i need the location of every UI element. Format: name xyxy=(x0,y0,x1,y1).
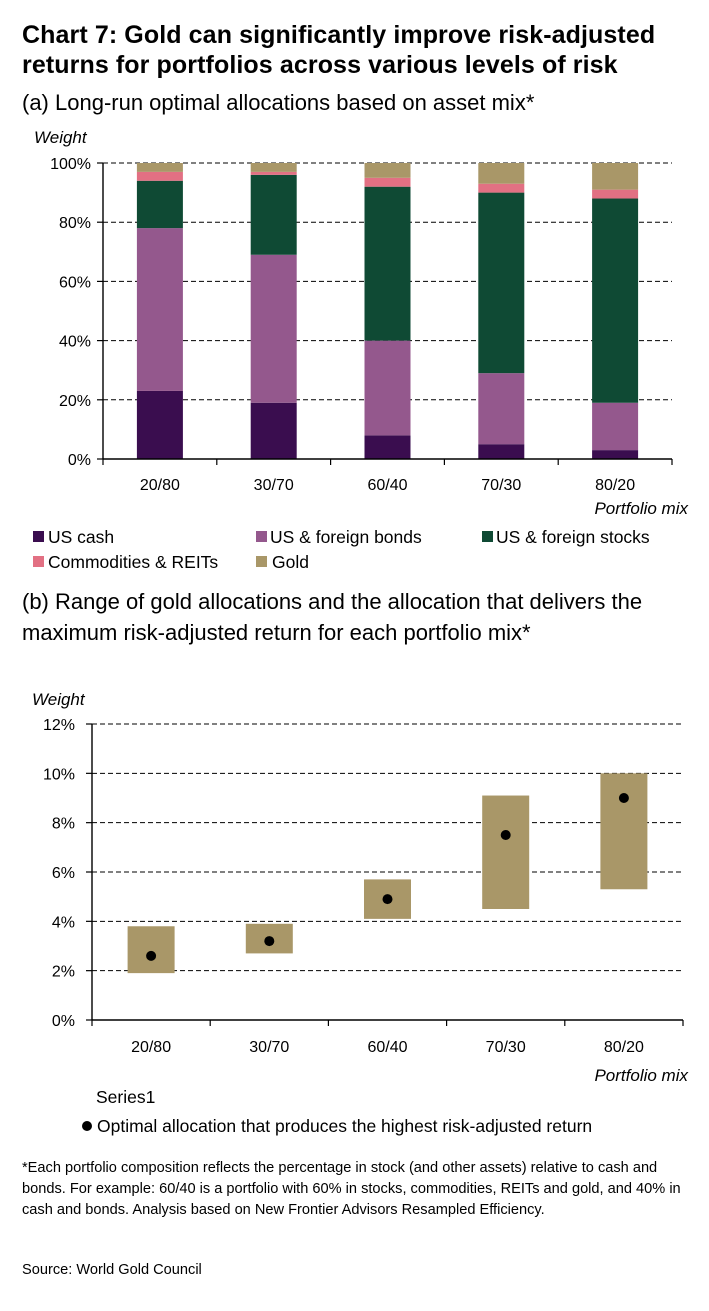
legend-label-stocks: US & foreign stocks xyxy=(496,527,650,547)
bar-gold xyxy=(478,163,525,184)
optimal-allocation-dot xyxy=(146,950,157,961)
gold-range-box xyxy=(127,926,175,974)
chart-title: Chart 7: Gold can significantly improve … xyxy=(22,21,656,79)
bar-bonds xyxy=(250,254,297,403)
chart-a-xtick-label: 30/70 xyxy=(254,477,294,494)
source-note: Source: World Gold Council xyxy=(22,1262,202,1278)
chart-a-xtick-label: 80/20 xyxy=(595,477,635,494)
legend-label-commodities: Commodities & REITs xyxy=(48,552,218,572)
chart-a-xtick-label: 20/80 xyxy=(140,477,180,494)
chart-b-ytick-label: 0% xyxy=(52,1013,75,1030)
bar-bonds xyxy=(364,340,411,436)
bar-bonds xyxy=(136,228,183,391)
optimal-allocation-dot xyxy=(618,793,629,803)
bar-bonds xyxy=(592,402,639,451)
bar-commodities xyxy=(136,171,183,181)
legend-label-series1: Series1 xyxy=(96,1087,155,1107)
chart-b-ytick-label: 10% xyxy=(43,766,75,783)
chart-b-subtitle: (b) Range of gold allocations and the al… xyxy=(22,589,643,645)
bar-us-cash xyxy=(136,390,183,459)
chart-a-ytick-label: 20% xyxy=(59,393,91,410)
legend-optimal-dot xyxy=(82,1121,92,1131)
optimal-allocation-dot xyxy=(500,830,511,840)
chart-b-xtick-label: 60/40 xyxy=(367,1039,407,1056)
legend-swatch-gold xyxy=(256,556,267,567)
chart-b-xtick-label: 30/70 xyxy=(249,1039,289,1056)
bar-bonds xyxy=(478,373,525,445)
chart-b-ytick-label: 6% xyxy=(52,865,75,882)
chart-b-ytick-label: 12% xyxy=(43,717,75,734)
bar-gold xyxy=(364,163,411,178)
legend-label-us-cash: US cash xyxy=(48,527,114,547)
bar-commodities xyxy=(592,189,639,199)
chart-a-ylabel: Weight xyxy=(34,128,88,147)
chart-b-xtick-label: 20/80 xyxy=(131,1039,171,1056)
bar-stocks xyxy=(136,180,183,229)
optimal-allocation-dot xyxy=(264,936,275,947)
chart-a-ytick-label: 100% xyxy=(50,156,91,173)
bar-us-cash xyxy=(478,444,525,459)
chart-a-subtitle: (a) Long-run optimal allocations based o… xyxy=(22,90,535,115)
bar-commodities xyxy=(478,183,525,193)
legend-swatch-us-cash xyxy=(33,531,44,542)
bar-stocks xyxy=(250,174,297,255)
optimal-allocation-dot xyxy=(382,894,393,905)
chart-a-ytick-label: 60% xyxy=(59,274,91,291)
legend-label-optimal: Optimal allocation that produces the hig… xyxy=(97,1116,592,1136)
chart-b-legend: Series1 Optimal allocation that produces… xyxy=(82,1087,592,1136)
chart-a-ytick-label: 40% xyxy=(59,334,91,351)
bar-stocks xyxy=(592,198,639,403)
gold-range-box xyxy=(482,795,530,909)
chart-a-ytick-label: 0% xyxy=(68,452,91,469)
chart-b-ytick-label: 4% xyxy=(52,914,75,931)
chart-a-xtick-label: 70/30 xyxy=(481,477,521,494)
chart-a: Weight 0% 20% 40% 60% 80% 100% 20/80 30/70 60/40… xyxy=(33,128,688,572)
footnote: *Each portfolio composition reflects the… xyxy=(22,1160,681,1218)
bar-stocks xyxy=(478,192,525,374)
chart-a-xtick-label: 60/40 xyxy=(367,477,407,494)
bar-gold xyxy=(136,163,183,172)
bar-commodities xyxy=(250,171,297,175)
bar-us-cash xyxy=(250,402,297,459)
legend-label-bonds: US & foreign bonds xyxy=(270,527,422,547)
bar-gold xyxy=(250,163,297,172)
chart-a-xlabel: Portfolio mix xyxy=(594,499,688,518)
chart-b-ytick-label: 2% xyxy=(52,964,75,981)
bar-gold xyxy=(592,163,639,190)
chart-b-xtick-label: 70/30 xyxy=(486,1039,526,1056)
bar-us-cash xyxy=(592,450,639,459)
chart-b-xlabel: Portfolio mix xyxy=(594,1066,688,1085)
bar-us-cash xyxy=(364,435,411,459)
legend-swatch-bonds xyxy=(256,531,267,542)
legend-swatch-stocks xyxy=(482,531,493,542)
legend-label-gold: Gold xyxy=(272,552,309,572)
chart-b-ytick-label: 8% xyxy=(52,816,75,833)
bar-stocks xyxy=(364,186,411,341)
chart-b-xtick-label: 80/20 xyxy=(604,1039,644,1056)
chart-a-legend: US cash US & foreign bonds US & foreign … xyxy=(33,527,650,572)
chart-b: Weight 0% 2% 4% 6% 8% 10% 12% 20/80 30/70 60/40 70… xyxy=(32,690,688,1136)
chart-b-ylabel: Weight xyxy=(32,690,86,709)
bar-commodities xyxy=(364,177,411,187)
legend-swatch-commodities xyxy=(33,556,44,567)
chart-a-ytick-label: 80% xyxy=(59,215,91,232)
gold-range-box xyxy=(600,773,648,890)
